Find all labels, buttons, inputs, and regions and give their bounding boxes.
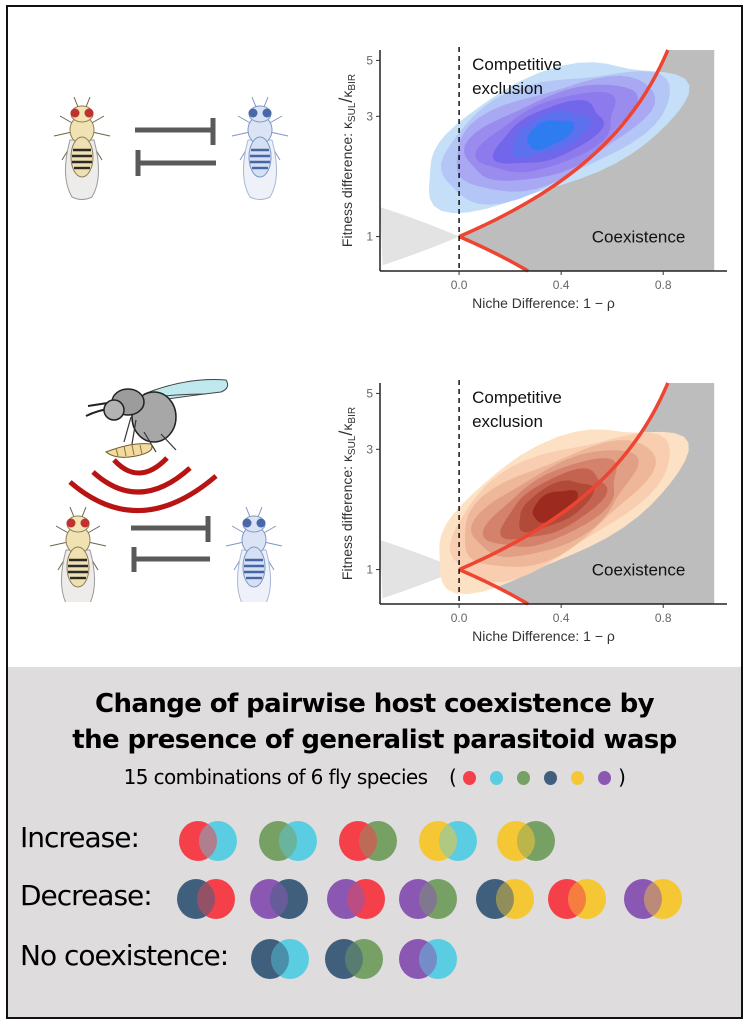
overlap-region [279,821,297,861]
negative-niche-region [380,207,460,266]
row-label-1: Decrease: [20,879,153,912]
fly-icon-tan [53,96,111,200]
y-tick-label: 3 [366,109,373,123]
species-pair-purple-green [399,879,457,919]
row-label-0: Increase: [20,821,140,854]
region-label-coexistence: Coexistence [592,561,686,580]
species-pair-purple-navy [250,879,308,919]
species-pair-purple-red [327,879,385,919]
overlap-region [419,939,437,979]
density-contour-level-8 [532,490,578,523]
summary-title-line2: the presence of generalist parasitoid wa… [72,725,677,755]
y-tick-label: 1 [366,230,373,244]
overlap-region [568,879,586,919]
region-label-competitive: Competitive [472,388,562,407]
subtitle-text: 15 combinations of 6 fly species [123,765,428,789]
x-axis-label: Niche Difference: 1 − ρ [472,628,615,644]
y-tick-label: 5 [366,386,373,400]
species-pair-yellow-green [497,821,555,861]
y-axis-label: Fitness difference: κSUL/κBIR [336,407,358,580]
overlap-region [345,939,363,979]
signal-arcs-icon [68,456,218,513]
region-label-exclusion: exclusion [472,412,543,431]
lower-boundary-curve [458,234,529,273]
species-pair-navy-cyan [251,939,309,979]
legend-dot-cyan [490,771,504,785]
overlap-region [271,939,289,979]
mutual-inhibition-arrows [135,118,216,176]
x-axis-label: Niche Difference: 1 − ρ [472,295,615,311]
fly-icon-blue [225,506,283,602]
region-label-competitive: Competitive [472,55,562,74]
species-pair-navy-green [325,939,383,979]
x-tick-label: 0.4 [553,278,570,292]
legend-dot-purple [598,771,612,785]
x-tick-label: 0.4 [553,611,570,625]
legend-dot-green [517,771,531,785]
species-pair-purple-cyan [399,939,457,979]
y-tick-label: 1 [366,563,373,577]
fly-icon-blue [231,96,289,200]
x-tick-label: 0.0 [451,278,468,292]
species-pair-purple-yellow [624,879,682,919]
upper-boundary-curve [458,382,670,572]
chart-without-parasitoid: 0.0 0.4 0.8 1 3 5 Competitive exclusion Coexi… [336,47,727,311]
species-pair-green-cyan [259,821,317,861]
overlap-region [197,879,215,919]
legend-dot-red [463,771,477,785]
summary-title-line1: Change of pairwise host coexistence by [95,689,655,719]
region-label-exclusion: exclusion [472,79,543,98]
illustration-no-parasitoid [53,96,289,200]
species-pair-navy-red [177,879,235,919]
legend-dot-navy [544,771,558,785]
parasitoid-wasp-icon [85,379,229,458]
fly-icon-tan [49,506,107,602]
species-pair-navy-yellow [476,879,534,919]
x-tick-label: 0.0 [451,611,468,625]
y-axis-label: Fitness difference: κSUL/κBIR [336,74,358,247]
y-tick-label: 5 [366,53,373,67]
overlap-region [517,821,535,861]
overlap-region [439,821,457,861]
y-tick-label: 3 [366,442,373,456]
density-contour-level-8 [527,120,575,151]
overlap-region [347,879,365,919]
chart-with-parasitoid: 0.0 0.4 0.8 1 3 5 Competitive exclusion Coexi… [336,380,727,644]
overlap-region [419,879,437,919]
region-label-coexistence: Coexistence [592,228,686,247]
overlap-region [496,879,514,919]
lower-boundary-curve [458,567,529,606]
species-pair-red-green [339,821,397,861]
legend-paren-close: ) [618,765,626,789]
summary-subtitle: 15 combinations of 6 fly species () [8,765,741,789]
legend-paren-open: ( [448,765,457,789]
overlap-region [359,821,377,861]
summary-panel: Change of pairwise host coexistence by t… [8,667,741,1017]
row-label-2: No coexistence: [20,939,229,972]
illustration-with-parasitoid [49,379,283,602]
species-pair-yellow-cyan [419,821,477,861]
species-pair-red-cyan [179,821,237,861]
legend-dot-yellow [571,771,585,785]
species-legend [456,765,618,789]
overlap-region [644,879,662,919]
overlap-region [199,821,217,861]
x-tick-label: 0.8 [655,611,672,625]
overlap-region [270,879,288,919]
x-tick-label: 0.8 [655,278,672,292]
figure-frame: 0.0 0.4 0.8 1 3 5 Competitive exclusion Coexi… [6,5,743,1019]
species-pair-red-yellow [548,879,606,919]
mutual-inhibition-arrows [131,516,211,572]
negative-niche-region [380,540,460,599]
upper-boundary-curve [458,49,670,239]
